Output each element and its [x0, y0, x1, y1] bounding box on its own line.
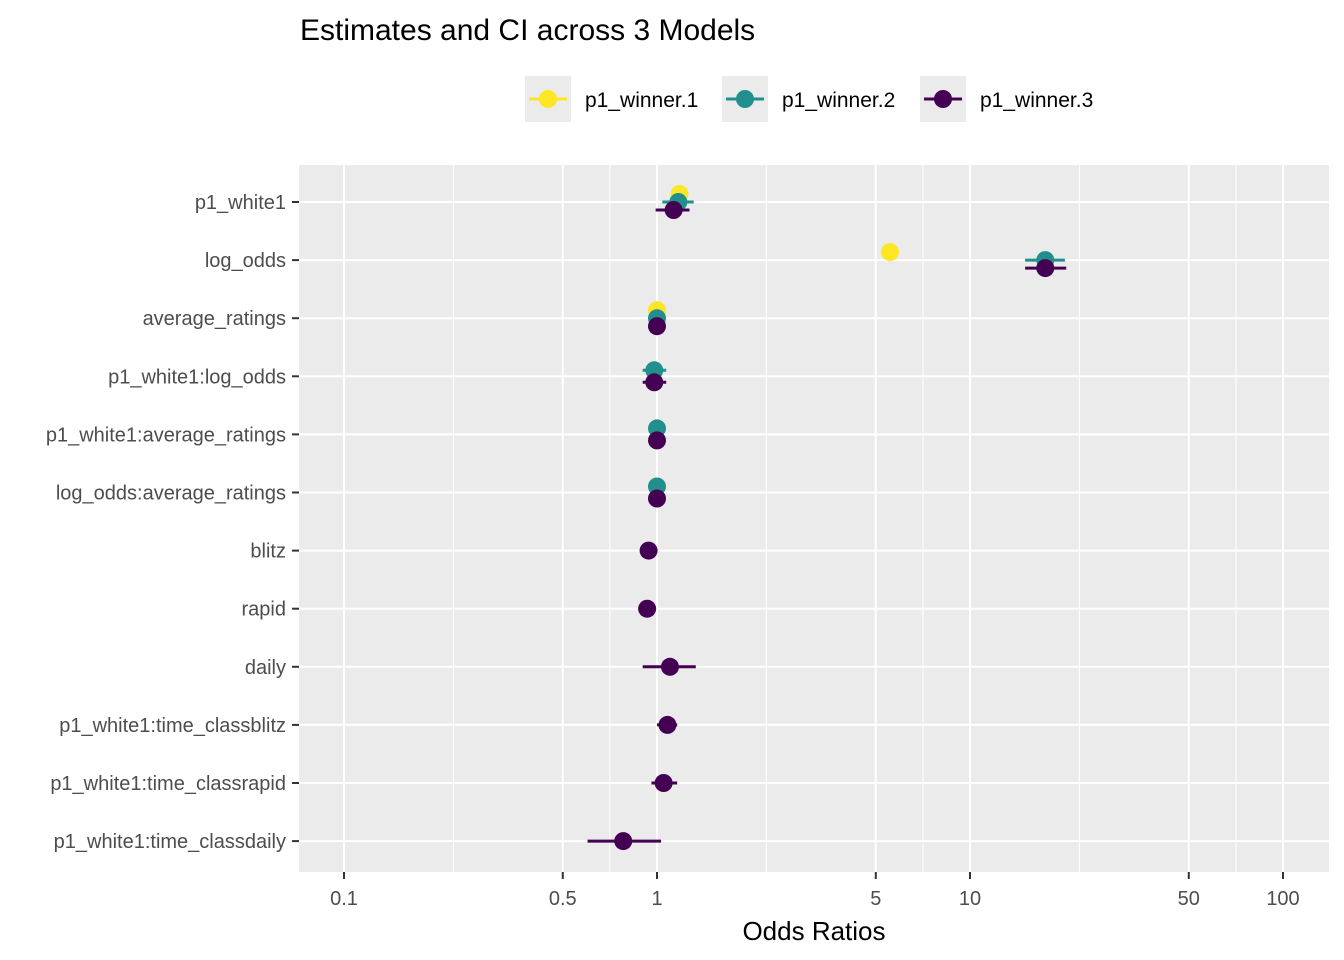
estimate-point — [639, 541, 658, 560]
y-tick-label: log_odds:average_ratings — [56, 483, 286, 505]
legend-label: p1_winner.1 — [585, 89, 698, 112]
estimate-point — [654, 774, 673, 792]
x-tick-label: 0.1 — [330, 888, 358, 910]
y-tick-label: blitz — [250, 541, 286, 563]
x-tick-label: 10 — [959, 888, 981, 910]
estimate-point — [658, 715, 677, 734]
x-tick-label: 0.5 — [549, 888, 577, 910]
y-tick-label: p1_white1:log_odds — [108, 366, 286, 388]
estimate-point — [648, 489, 666, 508]
y-tick-label: p1_white1 — [195, 192, 286, 214]
estimate-point — [648, 431, 666, 450]
y-tick-label: daily — [245, 657, 286, 679]
plot-panel — [299, 165, 1329, 872]
legend-item: p1_winner.1 — [525, 76, 698, 122]
estimate-point — [1036, 259, 1055, 278]
y-tick-label: log_odds — [205, 250, 286, 272]
estimate-point — [638, 599, 657, 618]
x-axis-title: Odds Ratios — [742, 916, 885, 946]
y-tick-label: p1_white1:time_classdaily — [54, 831, 286, 853]
estimate-point — [880, 243, 899, 262]
minor-gridlines — [452, 165, 1237, 872]
legend-key-point — [934, 90, 952, 108]
x-tick-label: 50 — [1178, 888, 1200, 910]
y-tick-label: rapid — [242, 599, 286, 621]
estimate-point — [648, 317, 666, 336]
estimate-point — [645, 373, 664, 392]
y-tick-label: average_ratings — [143, 308, 286, 330]
x-tick-label: 1 — [651, 888, 662, 910]
legend-key-point — [539, 90, 557, 108]
y-axis: p1_white1 log_odds average_ratings p1_white… — [46, 192, 299, 853]
legend-label: p1_winner.2 — [782, 89, 895, 112]
legend: p1_winner.1 p1_winner.2 p1_winner.3 — [525, 76, 1093, 122]
legend-item: p1_winner.2 — [722, 76, 895, 122]
legend-label: p1_winner.3 — [980, 89, 1093, 112]
major-gridlines — [299, 165, 1329, 872]
legend-key-point — [736, 90, 754, 108]
x-tick-label: 5 — [870, 888, 881, 910]
estimate-point — [660, 657, 679, 676]
y-tick-label: p1_white1:time_classrapid — [50, 773, 286, 795]
data-marks — [587, 185, 1067, 851]
legend-item: p1_winner.3 — [920, 76, 1093, 122]
y-tick-label: p1_white1:time_classblitz — [59, 715, 286, 737]
estimate-point — [664, 201, 683, 219]
chart-title: Estimates and CI across 3 Models — [300, 14, 755, 47]
x-axis: 0.1 0.5 1 5 10 50 100 — [330, 872, 1300, 910]
estimate-point — [614, 832, 633, 851]
y-tick-label: p1_white1:average_ratings — [46, 424, 286, 446]
x-tick-label: 100 — [1266, 888, 1299, 910]
